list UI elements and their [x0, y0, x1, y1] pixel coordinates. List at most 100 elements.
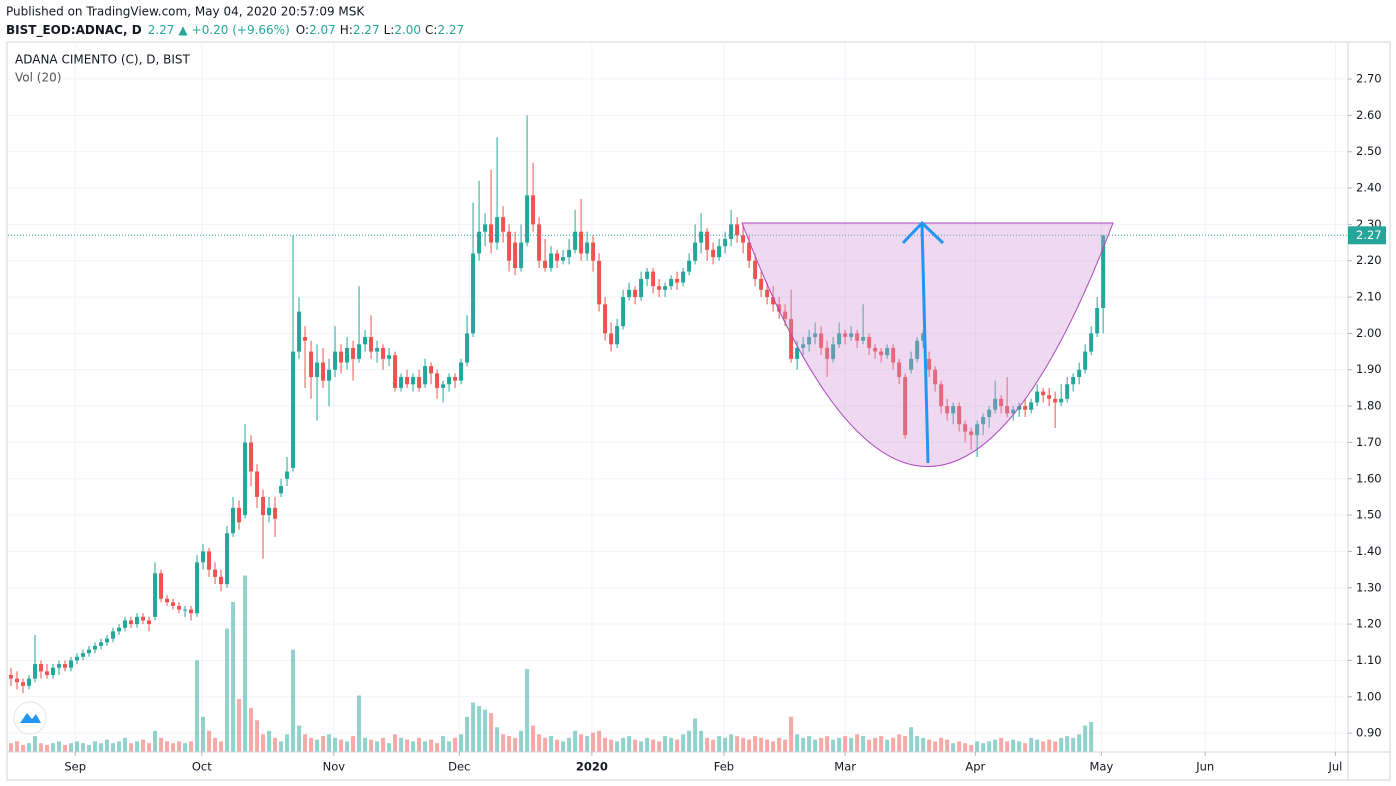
volume-bar	[255, 720, 260, 752]
volume-bar	[807, 736, 812, 752]
candle-body	[891, 347, 896, 363]
candle-body	[729, 224, 734, 239]
candle-body	[273, 507, 278, 519]
volume-bar	[471, 702, 476, 752]
x-tick-label: Apr	[965, 760, 985, 774]
x-tick-label: Mar	[834, 760, 856, 774]
y-tick-label: 0.90	[1356, 726, 1382, 740]
candle-body	[861, 337, 866, 341]
published: Published on TradingView.com, May 04, 20…	[6, 5, 365, 19]
volume-bar	[1047, 739, 1052, 752]
candle-body	[15, 678, 20, 683]
candle-body	[615, 326, 620, 345]
candle-body	[813, 333, 818, 338]
volume-bar	[813, 739, 818, 752]
candle-body	[303, 337, 308, 341]
volume-bar	[1005, 741, 1010, 752]
volume-bar	[687, 730, 692, 752]
volume-bar	[1017, 741, 1022, 752]
axes: 0.90 1.00 1.10 1.20 1.30 1.40 1.50 1.60 1.70 1.80…	[64, 72, 1386, 774]
candle-body	[669, 278, 674, 287]
volume-bar	[381, 737, 386, 752]
candle-body	[423, 366, 428, 385]
candle-body	[351, 347, 356, 359]
candle-body	[309, 351, 314, 378]
ohlc-label: L:	[384, 23, 395, 37]
candle-body	[621, 297, 626, 327]
candle-body	[417, 377, 422, 388]
volume-bar	[627, 736, 632, 752]
candle-body	[993, 398, 998, 410]
candle-body	[357, 344, 362, 359]
candle-body	[927, 358, 932, 370]
ticker-line: BIST_EOD:ADNAC, D 2.27 ▲ +0.20 (+9.66%) O:2.…	[6, 23, 464, 38]
volume-bar	[393, 734, 398, 752]
volume-bar	[33, 736, 38, 752]
volume-bar	[69, 743, 74, 752]
volume-bar	[537, 734, 542, 752]
candle-body	[747, 242, 752, 261]
candle-body	[489, 224, 494, 243]
candle-body	[759, 278, 764, 290]
candle-body	[537, 224, 542, 261]
x-tick-label: Nov	[323, 760, 346, 774]
volume-bar	[1023, 743, 1028, 752]
y-tick-label: 2.70	[1356, 72, 1382, 86]
volume-bar	[1089, 722, 1094, 752]
x-tick-label: Jun	[1195, 760, 1214, 774]
x-tick-label: Dec	[448, 760, 470, 774]
candle-body	[297, 311, 302, 352]
volume-bar	[447, 741, 452, 752]
last: 2.27	[148, 23, 175, 37]
legend-title: ADANA CIMENTO (C), D, BIST	[15, 53, 190, 67]
volume-bar	[219, 741, 224, 752]
y-tick-label: 1.00	[1356, 689, 1382, 703]
candle-body	[981, 416, 986, 425]
volume-bar	[801, 737, 806, 752]
volume-bar	[981, 743, 986, 752]
candle-body	[657, 286, 662, 290]
candle-body	[915, 340, 920, 359]
candle-body	[441, 384, 446, 388]
candle-body	[219, 576, 224, 585]
volume-bar	[39, 743, 44, 752]
ohlc-value: 2.27	[353, 23, 380, 37]
candle-body	[873, 347, 878, 352]
candle-body	[99, 642, 104, 646]
volume-bar	[939, 737, 944, 752]
candle-body	[321, 362, 326, 381]
candle-body	[951, 406, 956, 414]
ohlc-value: 2.07	[309, 23, 336, 37]
cup-pattern	[741, 222, 1114, 467]
logo[interactable]	[13, 701, 47, 735]
candle-body	[987, 409, 992, 417]
volume-bar	[321, 736, 326, 752]
candle-body	[1011, 409, 1016, 414]
volume-bar	[435, 743, 440, 752]
volume-bar	[147, 743, 152, 752]
candle-body	[837, 333, 842, 345]
volume-bar	[825, 736, 830, 752]
volume-bar	[117, 741, 122, 752]
volume-bar	[621, 737, 626, 752]
y-tick-label: 1.30	[1356, 580, 1382, 594]
volume-bar	[831, 739, 836, 752]
candle-body	[171, 602, 176, 606]
volume-bar	[183, 743, 188, 752]
y-tick-label: 1.50	[1356, 508, 1382, 522]
volume-bar	[519, 730, 524, 752]
volume-bar	[87, 744, 92, 752]
volume-bar	[771, 741, 776, 752]
x-tick-label: May	[1089, 760, 1113, 774]
y-tick-label: 1.10	[1356, 653, 1382, 667]
candle-body	[999, 398, 1004, 407]
candle-body	[597, 260, 602, 305]
volume-bar	[645, 737, 650, 752]
volume-bar	[111, 743, 116, 752]
volume-bar	[1065, 736, 1070, 752]
candle-body	[363, 337, 368, 345]
candle-body	[1023, 406, 1028, 410]
volume-bar	[231, 602, 236, 752]
y-tick-label: 2.50	[1356, 144, 1382, 158]
